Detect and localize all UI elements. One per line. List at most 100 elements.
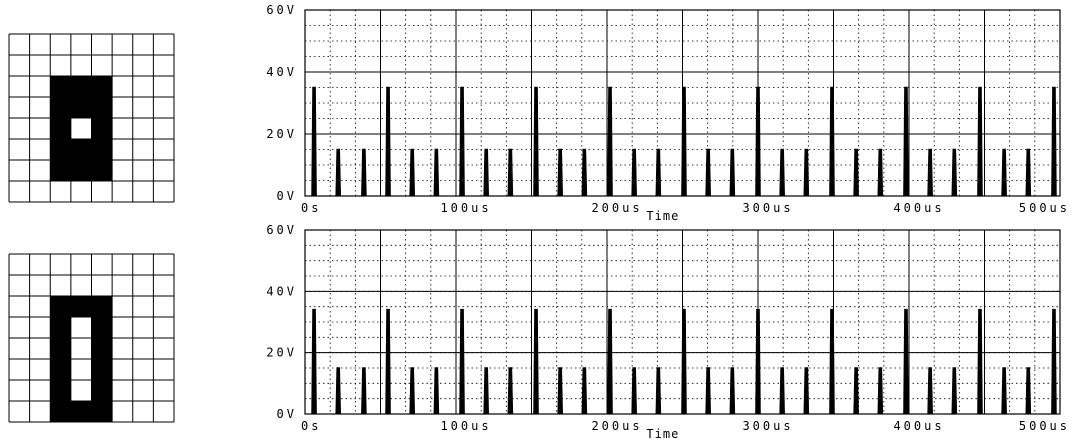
voltage-spike bbox=[853, 367, 859, 415]
voltage-spike bbox=[433, 367, 440, 415]
x-tick-label: 400us bbox=[893, 201, 944, 215]
voltage-spike bbox=[1025, 148, 1032, 197]
voltage-spike bbox=[483, 367, 489, 415]
voltage-spike bbox=[729, 148, 736, 197]
glyph-pixel-filled bbox=[91, 317, 113, 338]
glyph-pixel-filled bbox=[50, 139, 71, 160]
voltage-spike bbox=[927, 148, 933, 197]
voltage-spike bbox=[803, 367, 810, 415]
x-axis-label: Time bbox=[646, 209, 679, 223]
voltage-spike bbox=[951, 367, 958, 415]
voltage-spike bbox=[483, 148, 489, 197]
voltage-chart-bottom: 0V 20V 40V 60V 0s 100us 200us 300us 400us 500us Ti… bbox=[266, 223, 1070, 440]
voltage-spike bbox=[1001, 148, 1007, 197]
voltage-spike bbox=[533, 86, 539, 197]
glyph-pixel-filled bbox=[50, 338, 71, 359]
glyph-pixel-filled bbox=[91, 160, 113, 181]
y-tick-label: 20V bbox=[266, 127, 297, 141]
glyph-pixel-filled bbox=[91, 338, 113, 359]
voltage-spike bbox=[459, 308, 465, 415]
x-tick-label: 200us bbox=[591, 201, 642, 215]
voltage-spike bbox=[385, 86, 391, 197]
voltage-spike bbox=[877, 367, 884, 415]
voltage-spike bbox=[681, 86, 687, 197]
voltage-spike bbox=[779, 148, 785, 197]
voltage-spike bbox=[1051, 308, 1057, 415]
glyph-pixel-filled bbox=[91, 296, 113, 317]
glyph-pixel-filled bbox=[70, 139, 92, 160]
voltage-spike bbox=[433, 148, 440, 197]
voltage-spike bbox=[903, 86, 909, 197]
voltage-spike bbox=[977, 308, 983, 415]
x-tick-label: 0s bbox=[301, 201, 321, 215]
voltage-spike bbox=[607, 308, 613, 415]
voltage-spike bbox=[829, 86, 835, 197]
voltage-spike bbox=[557, 148, 563, 197]
y-tick-label: 0V bbox=[277, 407, 297, 421]
voltage-spike bbox=[977, 86, 983, 197]
voltage-spike bbox=[1051, 86, 1057, 197]
glyph-pixel-filled bbox=[50, 296, 71, 317]
glyph-pixel-filled bbox=[91, 380, 113, 401]
voltage-spike bbox=[507, 367, 514, 415]
glyph-pixel-filled bbox=[91, 97, 113, 118]
voltage-spike bbox=[409, 367, 416, 415]
voltage-spike bbox=[1001, 367, 1007, 415]
voltage-spike bbox=[829, 308, 835, 415]
glyph-pixel-filled bbox=[50, 317, 71, 338]
y-tick-label: 0V bbox=[277, 189, 297, 203]
glyph-pixel-filled bbox=[50, 76, 71, 97]
glyph-pixel-filled bbox=[91, 139, 113, 160]
voltage-spike bbox=[903, 308, 909, 415]
voltage-spike bbox=[755, 86, 761, 197]
glyph-grid-0 bbox=[8, 253, 175, 423]
voltage-spike bbox=[459, 86, 465, 197]
voltage-spike bbox=[335, 367, 342, 415]
glyph-grid-b bbox=[8, 33, 175, 203]
voltage-spike bbox=[655, 148, 662, 197]
glyph-pixel-filled bbox=[50, 359, 71, 380]
glyph-pixel-filled bbox=[50, 401, 71, 422]
x-tick-label: 500us bbox=[1019, 419, 1070, 433]
voltage-spike bbox=[655, 367, 662, 415]
voltage-spike bbox=[311, 86, 317, 197]
voltage-chart-top: 0V 20V 40V 60V 0s 100us 200us 300us 400us 500us Ti… bbox=[266, 3, 1070, 223]
glyph-pixel-filled bbox=[50, 118, 71, 139]
y-tick-label: 60V bbox=[266, 223, 297, 237]
x-axis-label: Time bbox=[646, 427, 679, 440]
glyph-pixel-filled bbox=[91, 118, 113, 139]
x-tick-label: 500us bbox=[1019, 201, 1070, 215]
voltage-spike bbox=[533, 308, 539, 415]
y-tick-label: 60V bbox=[266, 3, 297, 17]
voltage-spike bbox=[779, 367, 785, 415]
glyph-pixel-filled bbox=[91, 76, 113, 97]
voltage-spike bbox=[581, 367, 588, 415]
glyph-pixel-filled bbox=[91, 401, 113, 422]
voltage-spike bbox=[803, 148, 810, 197]
glyph-pixel-filled bbox=[70, 76, 92, 97]
voltage-spike bbox=[385, 308, 391, 415]
voltage-spike bbox=[705, 367, 711, 415]
glyph-pixel-filled bbox=[70, 160, 92, 181]
x-tick-label: 100us bbox=[440, 419, 491, 433]
x-tick-label: 200us bbox=[591, 419, 642, 433]
glyph-pixel-filled bbox=[70, 97, 92, 118]
glyph-pixel-filled bbox=[70, 401, 92, 422]
glyph-pixel-filled bbox=[70, 296, 92, 317]
voltage-spike bbox=[951, 148, 958, 197]
glyph-pixel-filled bbox=[50, 97, 71, 118]
x-tick-label: 300us bbox=[742, 419, 793, 433]
voltage-spike bbox=[361, 148, 367, 197]
voltage-spike bbox=[705, 148, 711, 197]
voltage-spike bbox=[607, 86, 613, 197]
voltage-spike bbox=[335, 148, 342, 197]
glyph-pixel-filled bbox=[91, 359, 113, 380]
y-tick-label: 20V bbox=[266, 346, 297, 360]
x-tick-label: 0s bbox=[301, 419, 321, 433]
y-tick-label: 40V bbox=[266, 65, 297, 79]
voltage-spike bbox=[755, 308, 761, 415]
y-tick-label: 40V bbox=[266, 284, 297, 298]
x-tick-label: 400us bbox=[893, 419, 944, 433]
voltage-spike bbox=[507, 148, 514, 197]
